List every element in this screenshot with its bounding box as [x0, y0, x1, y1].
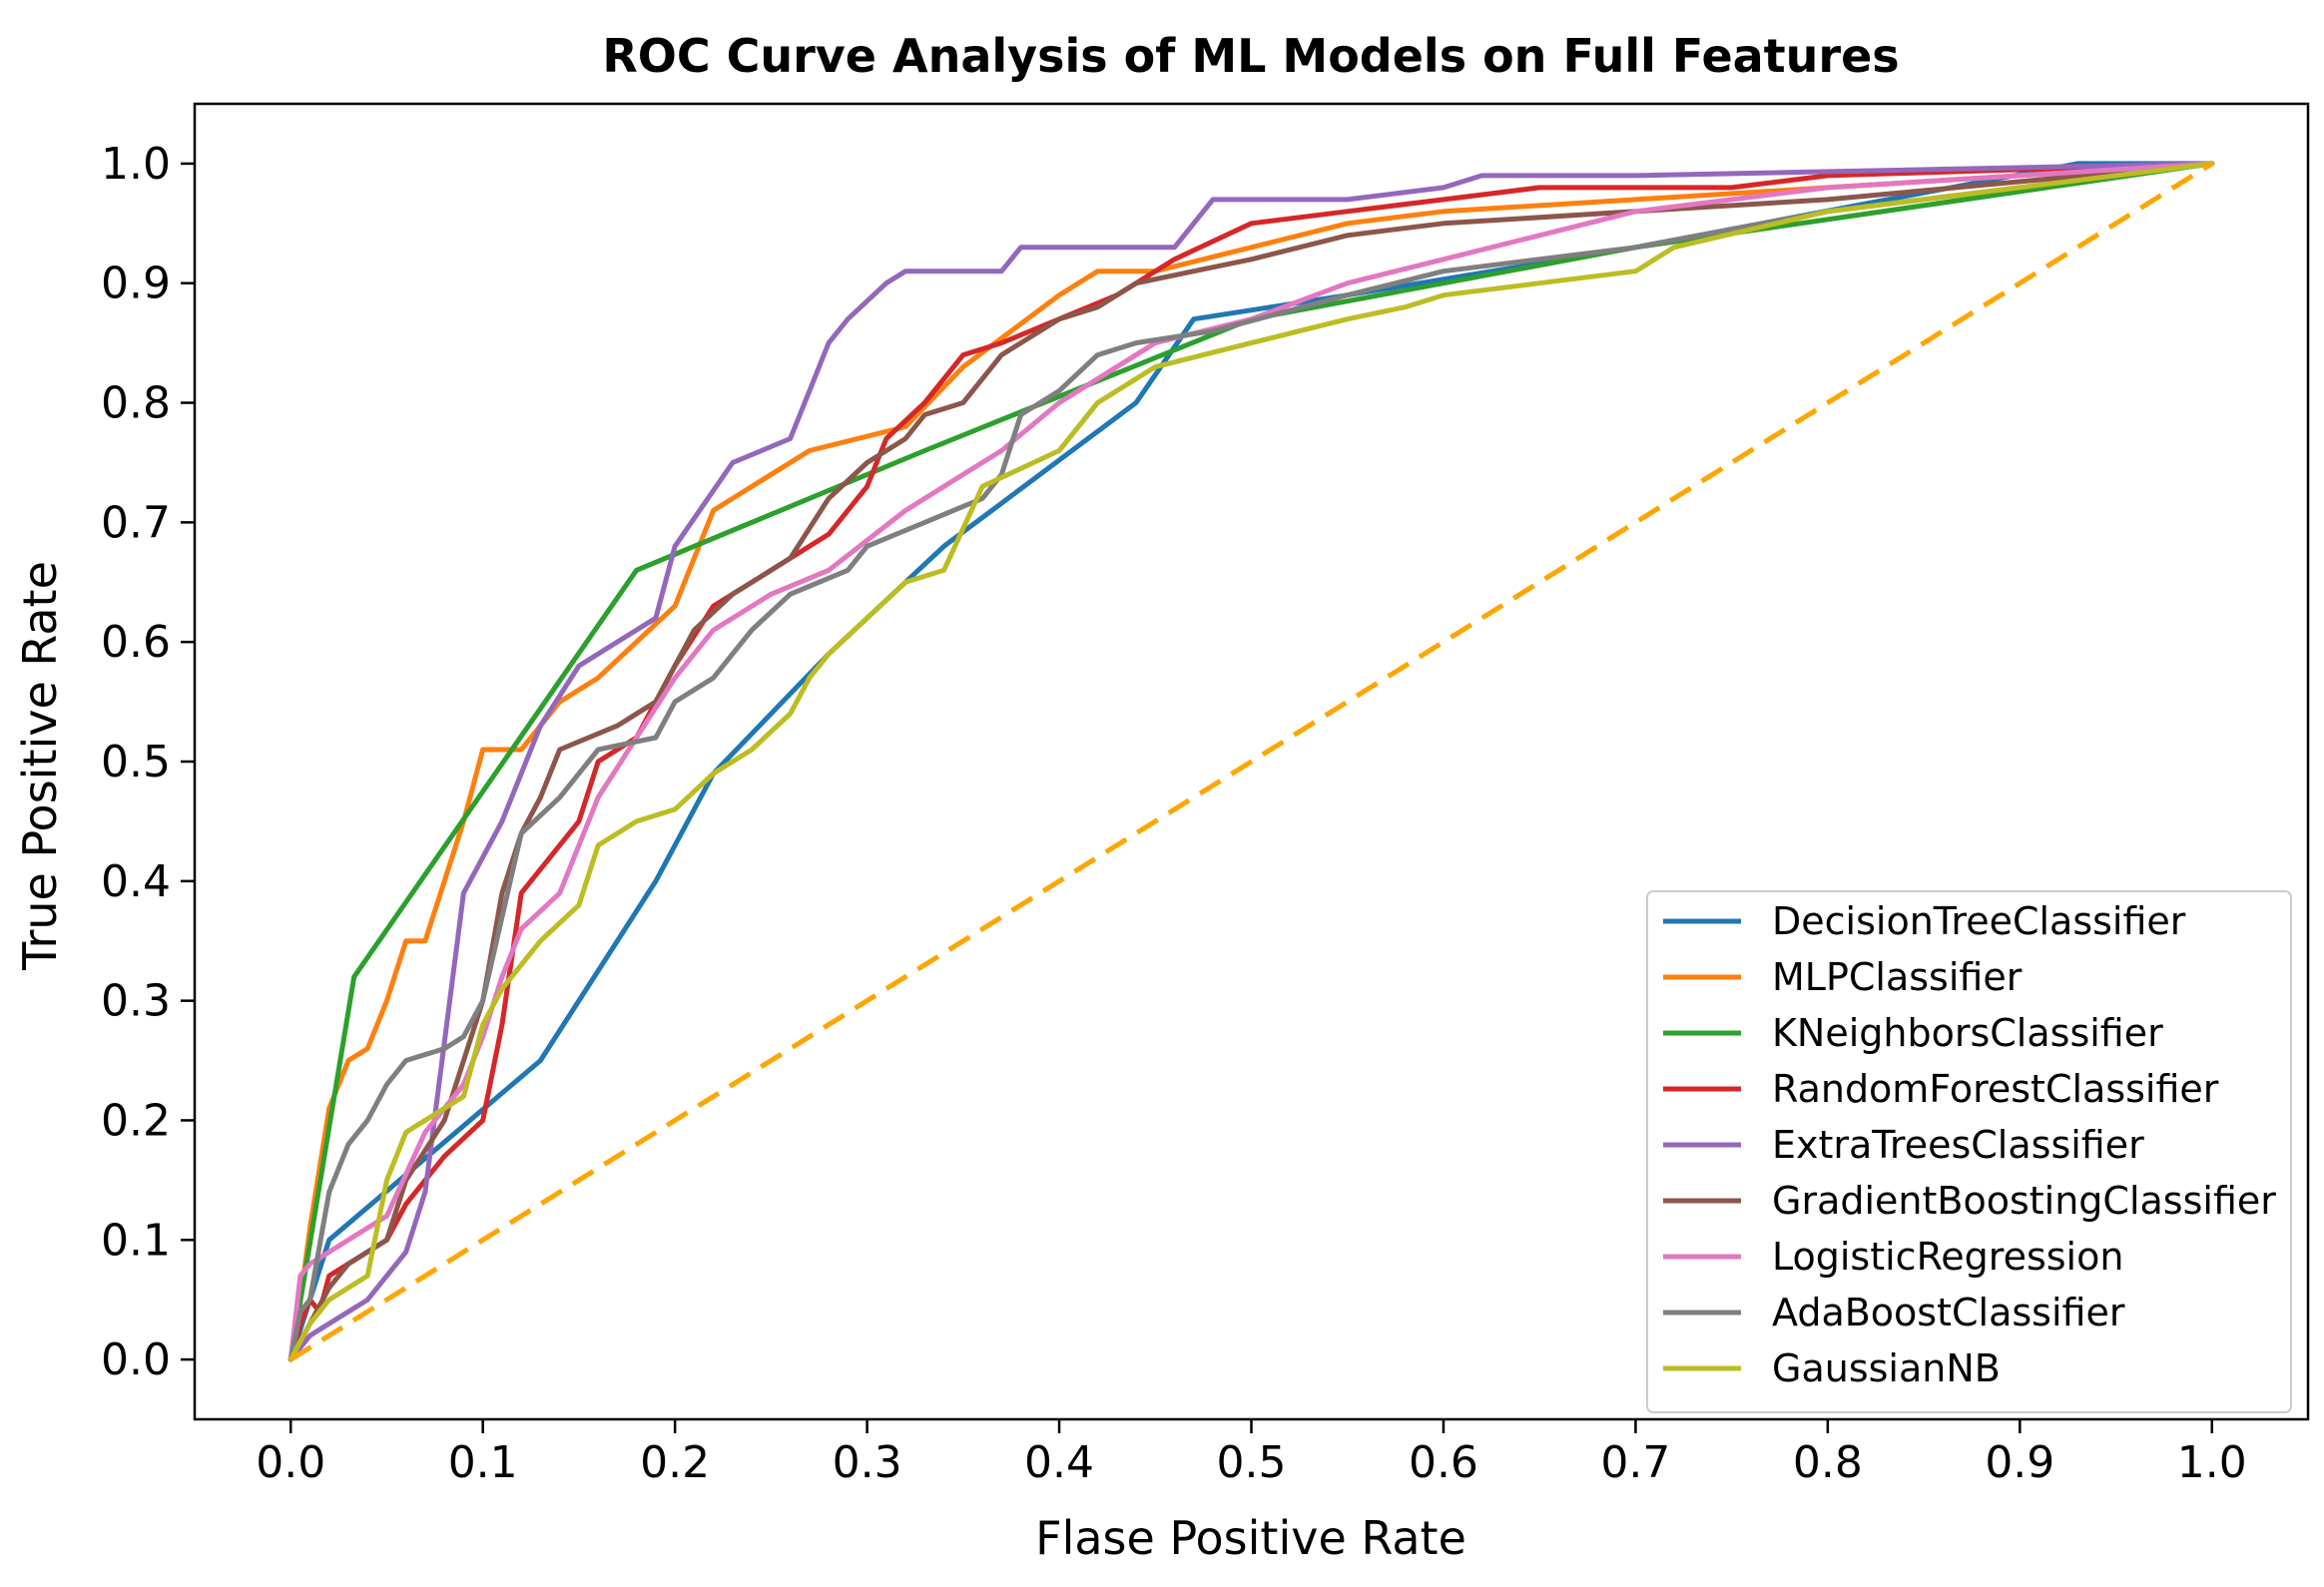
x-tick-label: 0.4: [1024, 1437, 1094, 1488]
y-tick-label: 0.8: [101, 378, 171, 429]
plot-content: [288, 161, 2215, 1362]
x-tick-label: 0.1: [448, 1437, 518, 1488]
x-tick-label: 0.3: [833, 1437, 902, 1488]
legend-label: AdaBoostClassifier: [1772, 1291, 2125, 1334]
x-axis: 0.0 0.1 0.2 0.3 0.4 0.5 0.6 0.7 0.8 0.9 1.0: [256, 1419, 2247, 1488]
y-tick-label: 0.2: [101, 1095, 171, 1146]
series-line-adaboostclassifier: [288, 161, 2215, 1362]
x-tick-label: 0.7: [1600, 1437, 1670, 1488]
y-tick-label: 0.1: [101, 1215, 171, 1266]
chart-title: ROC Curve Analysis of ML Models on Full …: [602, 29, 1899, 83]
series-line-logisticregression: [288, 161, 2215, 1362]
legend-label: ExtraTreesClassifier: [1772, 1123, 2144, 1167]
x-tick-label: 0.6: [1409, 1437, 1478, 1488]
legend-box: [1646, 890, 2292, 1413]
legend-label: KNeighborsClassifier: [1772, 1011, 2163, 1055]
series-line-extratreesclassifier: [288, 161, 2215, 1362]
y-tick-label: 0.0: [101, 1334, 171, 1385]
x-tick-label: 0.2: [640, 1437, 710, 1488]
y-tick-label: 0.5: [101, 737, 171, 788]
y-axis: 0.0 0.1 0.2 0.3 0.4 0.5 0.6 0.7 0.8 0.9 1.0: [101, 139, 195, 1385]
legend-label: MLPClassifier: [1772, 955, 2023, 999]
y-tick-label: 0.3: [101, 976, 171, 1027]
y-tick-label: 1.0: [101, 139, 171, 190]
series-line-gaussiannb: [288, 161, 2215, 1362]
x-axis-label: Flase Positive Rate: [1035, 1511, 1466, 1565]
x-tick-label: 0.0: [256, 1437, 325, 1488]
legend-label: GaussianNB: [1772, 1346, 2001, 1390]
y-tick-label: 0.9: [101, 259, 171, 309]
x-tick-label: 1.0: [2177, 1437, 2247, 1488]
legend-label: GradientBoostingClassifier: [1772, 1179, 2276, 1223]
y-tick-label: 0.4: [101, 856, 171, 907]
x-tick-label: 0.5: [1217, 1437, 1287, 1488]
y-tick-label: 0.7: [101, 497, 171, 548]
legend-label: RandomForestClassifier: [1772, 1067, 2219, 1111]
series-line-mlpclassifier: [288, 161, 2215, 1362]
legend-label: DecisionTreeClassifier: [1772, 899, 2186, 943]
legend: DecisionTreeClassifier MLPClassifier KNeig…: [1646, 890, 2292, 1413]
y-axis-label: True Positive Rate: [13, 561, 67, 971]
chance-reference-line: [289, 161, 2214, 1362]
y-tick-label: 0.6: [101, 617, 171, 668]
series-line-gradientboostingclassifier: [288, 161, 2215, 1362]
x-tick-label: 0.9: [1985, 1437, 2054, 1488]
legend-label: LogisticRegression: [1772, 1235, 2123, 1279]
x-tick-label: 0.8: [1793, 1437, 1863, 1488]
